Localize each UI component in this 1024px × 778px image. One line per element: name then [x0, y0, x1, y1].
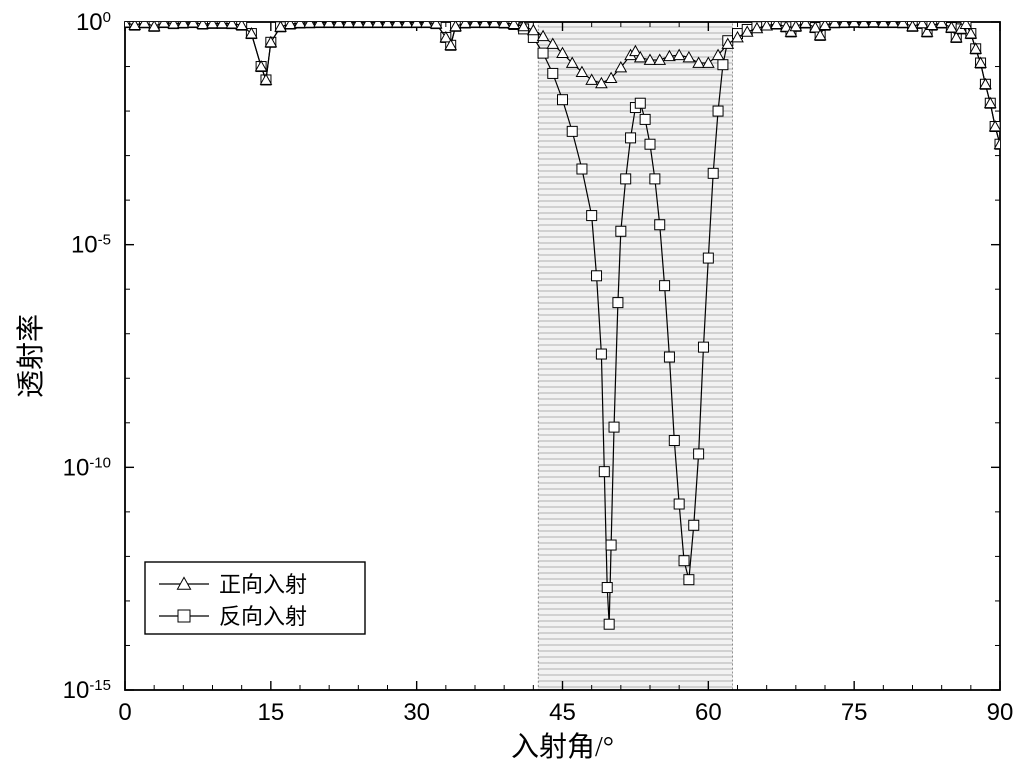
marker-triangle: [528, 25, 539, 35]
marker-square: [713, 106, 723, 116]
x-tick-label: 75: [841, 699, 868, 726]
legend-label-forward: 正向入射: [219, 572, 307, 597]
marker-square: [650, 174, 660, 184]
marker-square: [684, 575, 694, 585]
y-tick-label: 100: [76, 9, 111, 37]
marker-square: [548, 68, 558, 78]
marker-square: [655, 220, 665, 230]
x-tick-label: 45: [549, 699, 576, 726]
marker-square: [664, 352, 674, 362]
marker-square: [613, 298, 623, 308]
marker-square: [178, 610, 190, 622]
chart-svg: 0 15 30 45 60 75 90 10-15 10-10 10-5 100 入射角/° 透射率正向…: [0, 0, 1024, 778]
x-tick-label: 60: [695, 699, 722, 726]
legend-label-reverse: 反向入射: [219, 604, 307, 629]
marker-square: [616, 226, 626, 236]
marker-square: [621, 174, 631, 184]
marker-square: [669, 436, 679, 446]
x-axis-label: 入射角/°: [511, 731, 614, 763]
marker-square: [604, 619, 614, 629]
x-tick-label: 90: [987, 699, 1014, 726]
marker-square: [596, 349, 606, 359]
y-tick-label: 10-5: [71, 231, 111, 259]
x-tick-label: 30: [403, 699, 430, 726]
marker-square: [718, 60, 728, 70]
marker-square: [689, 520, 699, 530]
marker-square: [674, 499, 684, 509]
marker-square: [587, 211, 597, 221]
marker-square: [567, 126, 577, 136]
marker-square: [698, 342, 708, 352]
x-tick-label: 15: [257, 699, 284, 726]
x-tick-label: 0: [118, 699, 131, 726]
transmittance-chart: 0 15 30 45 60 75 90 10-15 10-10 10-5 100 入射角/° 透射率正向…: [0, 0, 1024, 778]
marker-square: [538, 48, 548, 58]
marker-square: [602, 583, 612, 593]
y-axis-label: 透射率: [15, 314, 47, 398]
marker-square: [660, 281, 670, 291]
marker-square: [703, 253, 713, 263]
marker-square: [640, 114, 650, 124]
marker-square: [694, 449, 704, 459]
y-tick-label: 10-15: [63, 677, 111, 705]
marker-square: [645, 139, 655, 149]
marker-square: [708, 168, 718, 178]
marker-square: [679, 556, 689, 566]
marker-square: [635, 98, 645, 108]
marker-square: [626, 133, 636, 143]
marker-square: [599, 467, 609, 477]
y-tick-label: 10-10: [63, 454, 111, 482]
marker-square: [577, 164, 587, 174]
marker-square: [558, 95, 568, 105]
marker-square: [606, 540, 616, 550]
marker-square: [609, 422, 619, 432]
marker-square: [592, 271, 602, 281]
